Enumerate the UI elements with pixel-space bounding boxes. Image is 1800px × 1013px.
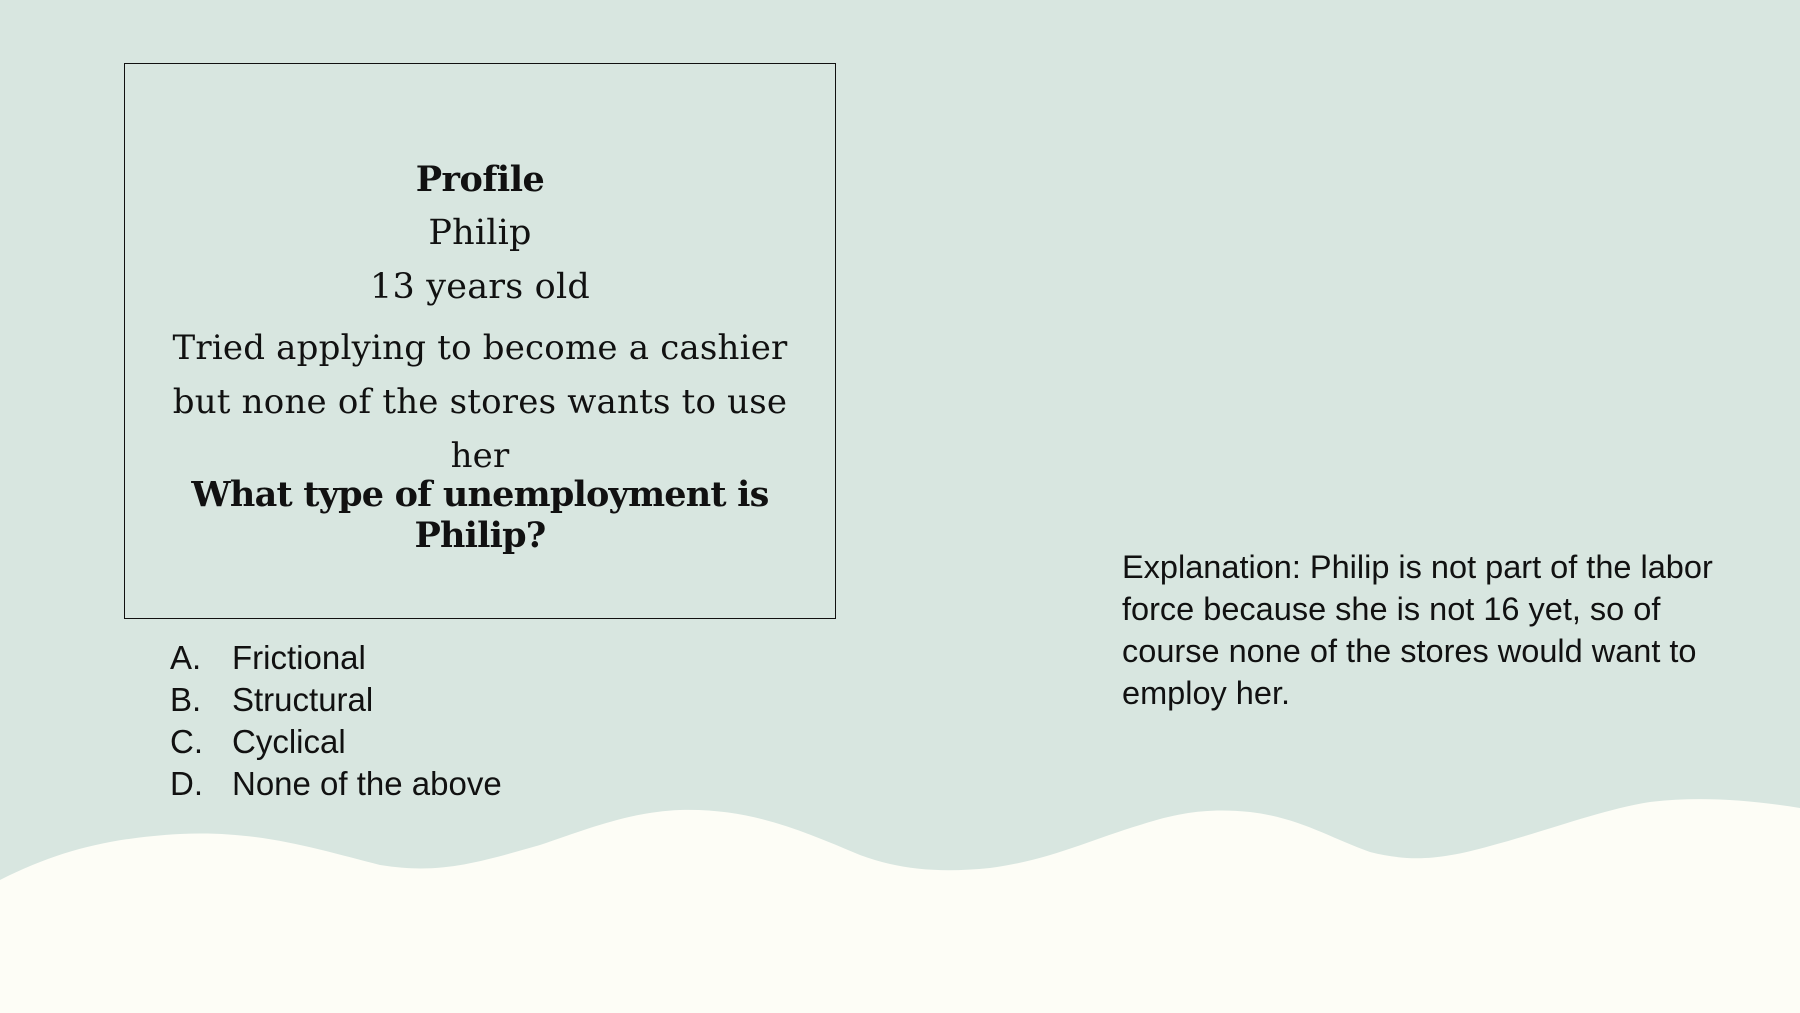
explanation-text: Explanation: Philip is not part of the l… (1122, 549, 1713, 711)
option-text: None of the above (232, 765, 502, 802)
profile-age: 13 years old (370, 267, 590, 307)
option-text: Structural (232, 681, 374, 718)
option-letter: A. (170, 639, 202, 676)
profile-question: What type of unemployment is Philip? (191, 474, 769, 556)
option-b: B. Structural (170, 679, 502, 721)
answer-options: A. Frictional B. Structural C. Cyclical D. N… (170, 637, 502, 805)
option-text: Cyclical (232, 723, 346, 760)
option-letter: B. (170, 681, 202, 718)
option-letter: C. (170, 723, 203, 760)
profile-card: Profile Philip 13 years old Tried applyi… (124, 63, 836, 619)
option-letter: D. (170, 765, 203, 802)
profile-description: Tried applying to become a cashier but n… (172, 328, 788, 476)
option-text: Frictional (232, 639, 366, 676)
profile-name: Philip (428, 213, 532, 253)
option-c: C. Cyclical (170, 721, 502, 763)
profile-title: Profile (415, 159, 545, 200)
option-a: A. Frictional (170, 637, 502, 679)
option-d: D. None of the above (170, 763, 502, 805)
